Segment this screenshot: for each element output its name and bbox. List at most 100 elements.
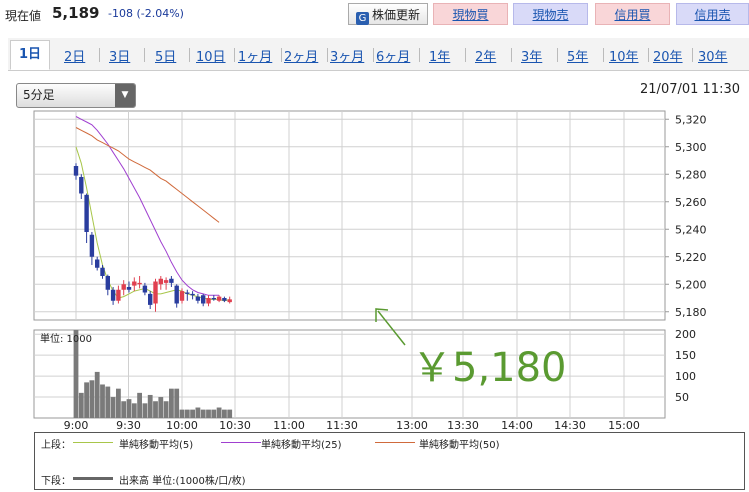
price-tick-label: 5,260 (675, 196, 707, 209)
candle-body (211, 298, 216, 300)
tab-5days[interactable]: 5日 (155, 50, 177, 65)
legend-ma25-swatch (221, 442, 261, 443)
volume-bar (142, 403, 148, 418)
moving-average-line (75, 116, 220, 296)
volume-bar (195, 407, 201, 418)
candle-body (73, 166, 79, 176)
volume-tick-label: 150 (675, 349, 696, 362)
price-change: -108 (-2.04%) (108, 7, 184, 20)
tab-3months[interactable]: 3ヶ月 (330, 50, 365, 65)
candle-body (142, 285, 148, 293)
current-price: 5,189 (52, 4, 100, 22)
volume-bar (184, 409, 190, 418)
price-tick-label: 5,220 (675, 251, 707, 264)
tab-30years[interactable]: 30年 (698, 50, 728, 65)
margin-buy-button[interactable]: 信用買 (595, 3, 670, 25)
refresh-price-button[interactable]: G 株価更新 (348, 3, 428, 25)
candle-body (132, 281, 137, 286)
tab-10years[interactable]: 10年 (609, 50, 639, 65)
current-price-label: 現在値 (5, 9, 42, 23)
annotation-arrow (375, 308, 406, 346)
volume-bar (179, 409, 185, 418)
tab-1month[interactable]: 1ヶ月 (238, 50, 273, 65)
tab-1year[interactable]: 1年 (429, 50, 451, 65)
legend-ma5-swatch (73, 442, 113, 443)
interval-select-value: 5分足 (23, 88, 55, 102)
margin-sell-button[interactable]: 信用売 (676, 3, 749, 25)
volume-bar (105, 386, 111, 418)
chevron-down-icon: ▼ (115, 84, 135, 107)
candle-body (201, 295, 206, 304)
candle-body (148, 293, 153, 305)
cash-buy-button[interactable]: 現物買 (433, 3, 508, 25)
candle-body (105, 276, 110, 290)
candle-body (137, 282, 142, 285)
tab-6months[interactable]: 6ヶ月 (376, 50, 411, 65)
x-tick-label: 9:00 (64, 419, 89, 432)
quote-header: 現在値 5,189 -108 (-2.04%) G 株価更新 現物買 現物売 信用… (0, 0, 749, 30)
volume-bar (222, 409, 227, 418)
volume-bar (158, 397, 164, 418)
tab-2days[interactable]: 2日 (64, 50, 86, 65)
refresh-icon: G (355, 12, 369, 25)
candle-body (222, 298, 227, 301)
legend-ma50: 単純移動平均(50) (419, 440, 500, 451)
volume-bar (78, 392, 84, 418)
volume-bar (216, 407, 222, 418)
price-tick-label: 5,200 (675, 278, 707, 291)
x-tick-label: 10:00 (166, 419, 198, 432)
volume-bar (84, 382, 89, 418)
period-tabs: 1日 2日 3日 5日 10日 1ヶ月 2ヶ月 3ヶ月 6ヶ月 1年 2年 3年… (8, 38, 749, 71)
volume-bar (126, 399, 132, 418)
tab-1day[interactable]: 1日 (10, 40, 50, 70)
volume-bar (110, 397, 116, 418)
candle-body (100, 267, 105, 276)
legend-ma50-swatch (375, 442, 415, 443)
volume-bar (116, 388, 121, 418)
candle-body (227, 299, 232, 303)
legend-top-label: 上段： (41, 440, 71, 451)
tab-20years[interactable]: 20年 (653, 50, 683, 65)
tab-3days[interactable]: 3日 (109, 50, 131, 65)
candle-body (89, 234, 95, 257)
x-tick-label: 13:30 (447, 419, 479, 432)
volume-bar (94, 371, 100, 418)
price-chart: 9:00 9:30 10:00 10:30 11:00 11:30 13:00 13:30 14… (33, 110, 707, 432)
candle-body (195, 296, 201, 301)
candle-body (116, 289, 121, 301)
legend-bottom-label: 下段： (41, 476, 71, 487)
price-tick-label: 5,300 (675, 141, 707, 154)
candle-body (79, 177, 84, 194)
volume-bar (100, 384, 105, 418)
volume-bar (200, 409, 206, 418)
refresh-price-label: 株価更新 (371, 8, 420, 22)
volume-bar (174, 388, 180, 418)
candle-body (190, 293, 195, 296)
volume-bar (121, 401, 127, 418)
chart-timestamp: 21/07/01 11:30 (640, 82, 740, 97)
candle-body (158, 278, 163, 285)
candle-body (110, 289, 116, 301)
legend-ma5: 単純移動平均(5) (119, 440, 194, 451)
tab-10days[interactable]: 10日 (196, 50, 226, 65)
candle-body (163, 280, 169, 283)
tab-2months[interactable]: 2ヶ月 (284, 50, 319, 65)
tab-2years[interactable]: 2年 (475, 50, 497, 65)
x-tick-label: 10:30 (219, 419, 251, 432)
chart-legend: 上段： 単純移動平均(5) 単純移動平均(25) 単純移動平均(50) 下段： … (34, 432, 745, 490)
x-tick-label: 14:30 (554, 419, 586, 432)
interval-select[interactable]: 5分足 ▼ (16, 83, 136, 108)
candle-body (121, 284, 126, 290)
tab-5years[interactable]: 5年 (567, 50, 589, 65)
candle-body (179, 291, 185, 301)
volume-bar (206, 409, 211, 418)
volume-bar (137, 392, 142, 418)
cash-sell-button[interactable]: 現物売 (513, 3, 588, 25)
price-tick-label: 5,280 (675, 168, 707, 181)
candle-body (95, 259, 100, 268)
candle-body (174, 285, 179, 304)
volume-bar (227, 409, 233, 418)
candle-body (216, 296, 222, 301)
tab-3years[interactable]: 3年 (521, 50, 543, 65)
candle-body (126, 287, 132, 290)
